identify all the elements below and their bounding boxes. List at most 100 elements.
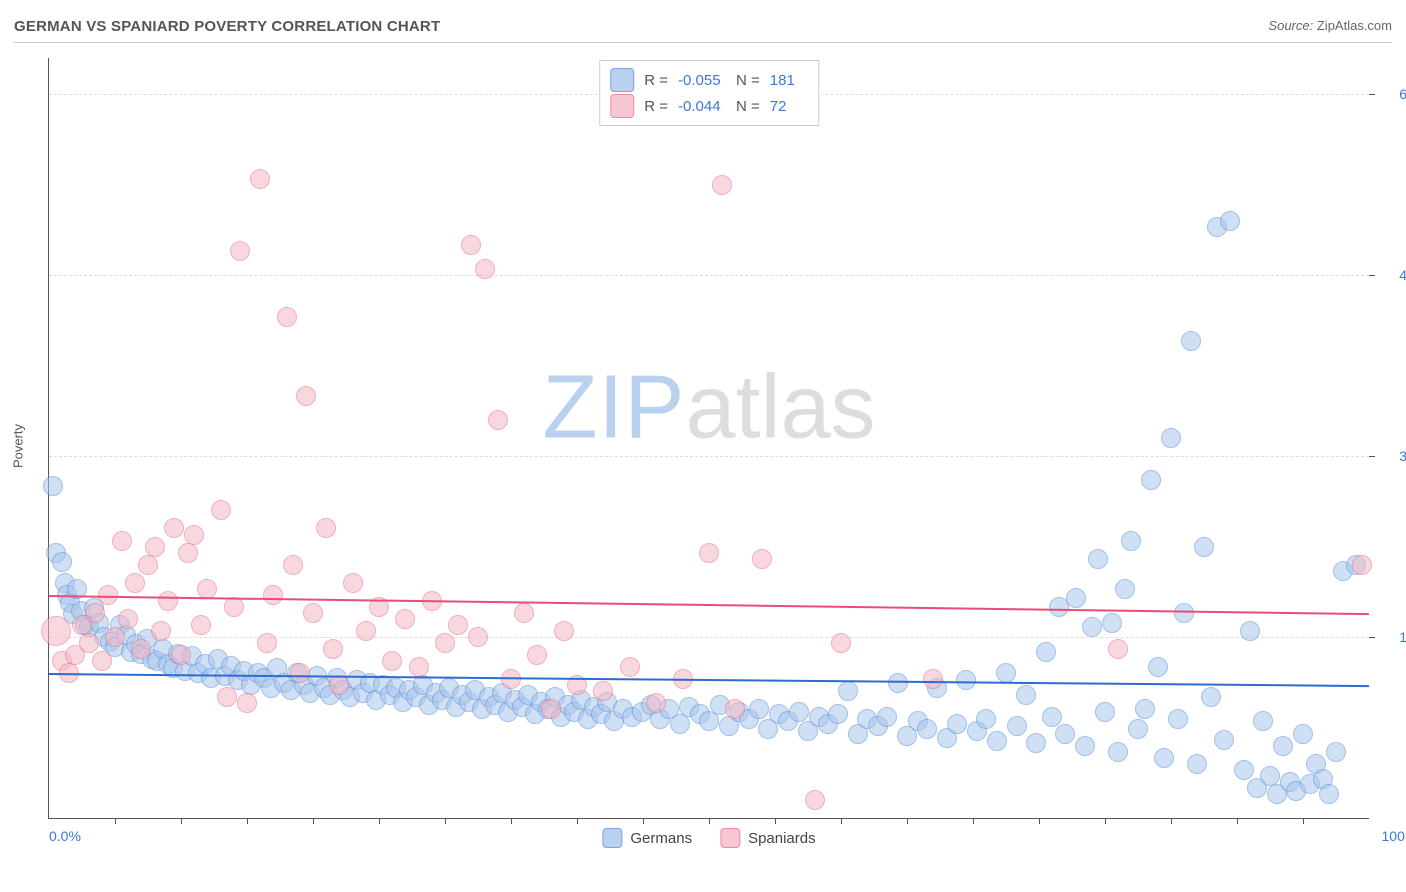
legend-swatch xyxy=(720,828,740,848)
legend-stats-row: R =-0.044N =72 xyxy=(610,93,800,119)
scatter-point xyxy=(131,639,151,659)
legend-label: Germans xyxy=(630,830,692,847)
x-tick-mark xyxy=(313,818,314,824)
scatter-point xyxy=(987,731,1007,751)
scatter-point xyxy=(1102,613,1122,633)
grid-line xyxy=(49,456,1369,457)
scatter-point xyxy=(917,719,937,739)
scatter-point xyxy=(164,518,184,538)
r-label: R = xyxy=(644,72,668,89)
scatter-point xyxy=(138,555,158,575)
scatter-point xyxy=(1253,711,1273,731)
scatter-point xyxy=(395,609,415,629)
n-value: 181 xyxy=(770,72,800,89)
scatter-point xyxy=(1148,657,1168,677)
scatter-point xyxy=(171,645,191,665)
x-tick-mark xyxy=(1171,818,1172,824)
scatter-point xyxy=(52,552,72,572)
scatter-point xyxy=(257,633,277,653)
scatter-point xyxy=(1326,742,1346,762)
legend-swatch xyxy=(602,828,622,848)
scatter-point xyxy=(145,537,165,557)
scatter-point xyxy=(237,693,257,713)
scatter-point xyxy=(158,591,178,611)
scatter-point xyxy=(1082,617,1102,637)
x-tick-mark xyxy=(181,818,182,824)
scatter-point xyxy=(1055,724,1075,744)
scatter-point xyxy=(468,627,488,647)
legend-series: Germans Spaniards xyxy=(602,828,815,848)
source: Source: ZipAtlas.com xyxy=(1268,18,1392,33)
scatter-point xyxy=(409,657,429,677)
y-tick-mark xyxy=(1369,456,1375,457)
scatter-point xyxy=(1174,603,1194,623)
header-rule xyxy=(14,42,1392,43)
scatter-point xyxy=(514,603,534,623)
scatter-point xyxy=(1042,707,1062,727)
source-label: Source: xyxy=(1268,18,1313,33)
scatter-point xyxy=(1194,537,1214,557)
scatter-point xyxy=(1352,555,1372,575)
scatter-point xyxy=(1273,736,1293,756)
x-tick-mark xyxy=(973,818,974,824)
scatter-point xyxy=(475,259,495,279)
scatter-point xyxy=(1128,719,1148,739)
scatter-point xyxy=(828,704,848,724)
watermark-atlas: atlas xyxy=(685,357,875,457)
scatter-point xyxy=(43,476,63,496)
scatter-point xyxy=(752,549,772,569)
scatter-point xyxy=(1240,621,1260,641)
scatter-point xyxy=(263,585,283,605)
source-name: ZipAtlas.com xyxy=(1317,18,1392,33)
legend-stats: R =-0.055N =181R =-0.044N =72 xyxy=(599,60,819,126)
x-tick-mark xyxy=(379,818,380,824)
legend-stats-row: R =-0.055N =181 xyxy=(610,67,800,93)
scatter-point xyxy=(1260,766,1280,786)
watermark-zip: ZIP xyxy=(542,357,685,457)
scatter-point xyxy=(191,615,211,635)
scatter-point xyxy=(789,702,809,722)
scatter-point xyxy=(1141,470,1161,490)
scatter-point xyxy=(85,603,105,623)
x-tick-mark xyxy=(577,818,578,824)
scatter-point xyxy=(41,616,71,646)
scatter-point xyxy=(197,579,217,599)
scatter-point xyxy=(1181,331,1201,351)
scatter-point xyxy=(1293,724,1313,744)
scatter-point xyxy=(211,500,231,520)
scatter-point xyxy=(488,410,508,430)
legend-label: Spaniards xyxy=(748,830,816,847)
legend-item: Spaniards xyxy=(720,828,816,848)
grid-line xyxy=(49,275,1369,276)
x-tick-mark xyxy=(445,818,446,824)
x-axis-end-label: 100.0% xyxy=(1369,828,1406,844)
scatter-point xyxy=(283,555,303,575)
n-label: N = xyxy=(736,98,760,115)
chart-title: GERMAN VS SPANIARD POVERTY CORRELATION C… xyxy=(14,18,440,35)
scatter-point xyxy=(749,699,769,719)
y-tick-label: 45.0% xyxy=(1379,267,1406,283)
scatter-point xyxy=(554,621,574,641)
x-tick-mark xyxy=(1105,818,1106,824)
scatter-point xyxy=(1115,579,1135,599)
x-tick-mark xyxy=(1303,818,1304,824)
grid-line xyxy=(49,637,1369,638)
scatter-point xyxy=(448,615,468,635)
scatter-point xyxy=(329,675,349,695)
x-tick-mark xyxy=(709,818,710,824)
x-tick-mark xyxy=(1039,818,1040,824)
scatter-point xyxy=(112,531,132,551)
r-label: R = xyxy=(644,98,668,115)
scatter-point xyxy=(699,543,719,563)
x-tick-mark xyxy=(1237,818,1238,824)
x-tick-mark xyxy=(511,818,512,824)
scatter-point xyxy=(725,699,745,719)
scatter-point xyxy=(277,307,297,327)
scatter-point xyxy=(877,707,897,727)
scatter-point xyxy=(1214,730,1234,750)
x-tick-mark xyxy=(115,818,116,824)
scatter-point xyxy=(1319,784,1339,804)
scatter-point xyxy=(1007,716,1027,736)
scatter-point xyxy=(1095,702,1115,722)
n-label: N = xyxy=(736,72,760,89)
